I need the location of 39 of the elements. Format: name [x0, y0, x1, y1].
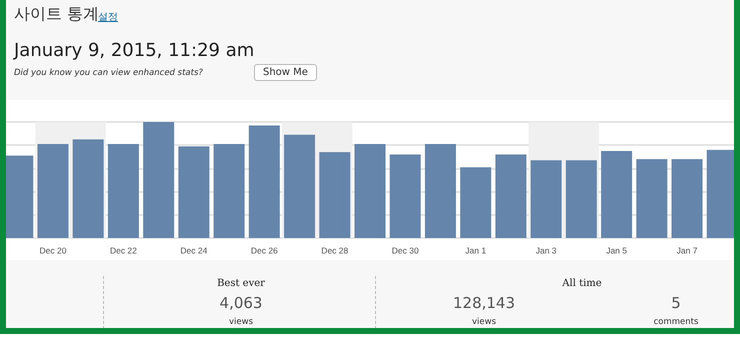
chart-title: 사이트 통계 — [14, 4, 100, 25]
bar — [424, 144, 456, 238]
bar — [143, 122, 174, 238]
bar — [214, 144, 245, 238]
bar — [530, 160, 562, 238]
text: Show Me — [254, 64, 317, 81]
x-tick-label: Jan 3 — [536, 246, 557, 256]
x-tick-label: Dec 28 — [321, 246, 349, 256]
text: 4,063 — [220, 294, 262, 312]
x-tick-label: Dec 30 — [392, 246, 419, 256]
x-tick-label: Jan 7 — [676, 246, 698, 256]
text: comments — [654, 317, 698, 327]
text: Did you know you can view enhanced stats? — [14, 68, 203, 78]
text: views — [472, 317, 496, 327]
bar — [672, 159, 703, 238]
chart-subtitle: January 9, 2015, 11:29 am — [14, 40, 254, 61]
text: 5 — [671, 294, 681, 312]
x-tick-label: Dec 22 — [110, 246, 138, 256]
bar — [319, 152, 350, 238]
x-tick-label: Jan 5 — [606, 246, 628, 256]
text: Best ever — [217, 278, 265, 289]
text: 설정 — [98, 11, 118, 24]
bar — [460, 167, 492, 238]
bar — [178, 146, 210, 238]
bar — [108, 144, 139, 238]
bar — [566, 160, 597, 238]
x-tick-label: Dec 20 — [40, 246, 67, 256]
x-tick-label: Dec 24 — [180, 246, 208, 256]
x-tick-label: Dec 26 — [250, 246, 278, 256]
bar — [354, 144, 386, 238]
text: All time — [562, 278, 602, 289]
text: views — [228, 317, 254, 327]
bar — [390, 154, 421, 238]
bar — [636, 159, 668, 238]
bar — [248, 125, 280, 238]
x-tick-label: Jan 1 — [465, 246, 486, 256]
bar — [601, 151, 632, 238]
text: 128,143 — [452, 294, 516, 312]
bar — [495, 154, 526, 238]
